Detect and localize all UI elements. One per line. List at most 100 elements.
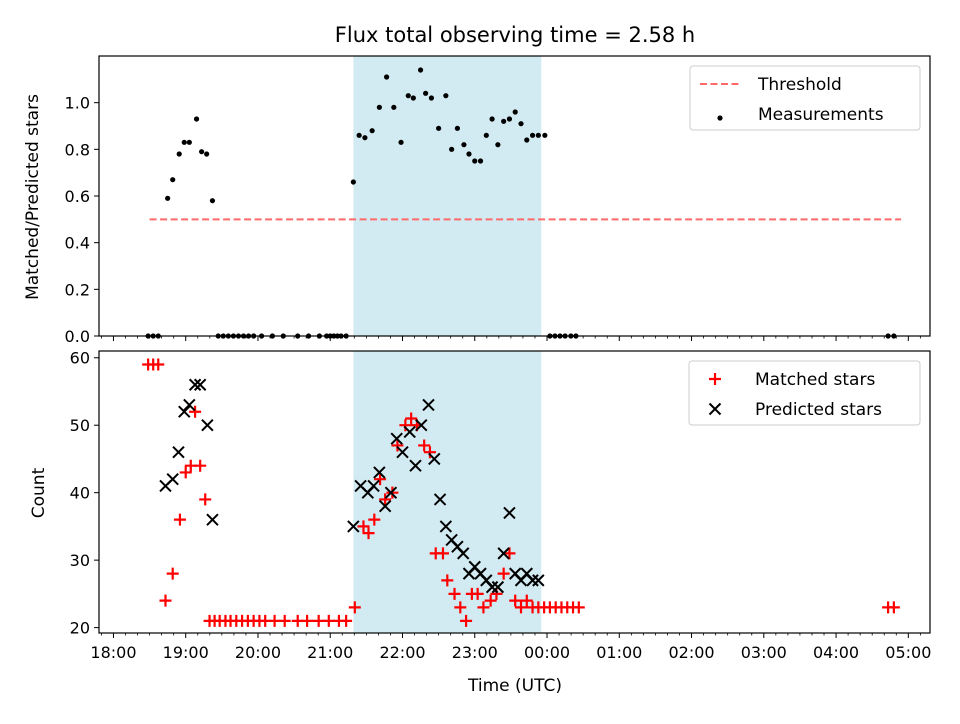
predicted-stars-point bbox=[193, 378, 207, 391]
measurement-point bbox=[170, 177, 176, 183]
measurement-point bbox=[176, 151, 182, 157]
measurement-point bbox=[466, 151, 472, 157]
matched-stars-point bbox=[199, 493, 212, 506]
matched-stars-point bbox=[379, 493, 392, 506]
x-axis-label: Time (UTC) bbox=[467, 676, 562, 696]
matched-stars-point bbox=[362, 527, 375, 540]
predicted-stars-point bbox=[367, 479, 380, 493]
measurement-point bbox=[512, 109, 518, 115]
legend-label: Measurements bbox=[758, 105, 884, 125]
matched-stars-point bbox=[386, 486, 399, 499]
predicted-stars-point bbox=[188, 378, 202, 391]
matched-stars-point bbox=[340, 614, 353, 627]
bottom-y-axis-label: Count bbox=[29, 467, 49, 518]
x-tick-label: 20:00 bbox=[235, 643, 281, 662]
x-tick-label: 18:00 bbox=[90, 643, 136, 662]
predicted-stars-point bbox=[390, 432, 403, 445]
matched-stars-point bbox=[322, 614, 335, 627]
top-y-axis-label: Matched/Predicted stars bbox=[23, 94, 43, 300]
chart-title: Flux total observing time = 2.58 h bbox=[335, 23, 695, 47]
matched-stars-point bbox=[509, 594, 522, 607]
y-tick-label: 60 bbox=[70, 349, 90, 368]
predicted-stars-point bbox=[497, 547, 510, 560]
matched-stars-point bbox=[436, 547, 449, 560]
measurement-point bbox=[501, 118, 507, 124]
measurement-point bbox=[417, 67, 424, 73]
measurement-point bbox=[186, 139, 192, 145]
measurement-point bbox=[489, 116, 495, 122]
observing-window-shade bbox=[353, 351, 542, 633]
predicted-stars-point bbox=[491, 580, 505, 594]
matched-stars-point bbox=[484, 594, 497, 607]
measurement-point bbox=[391, 104, 397, 110]
predicted-stars-point bbox=[422, 398, 435, 412]
matched-stars-point bbox=[515, 601, 528, 614]
measurement-point bbox=[356, 132, 362, 138]
matched-stars-point bbox=[441, 574, 454, 587]
predicted-stars-point bbox=[378, 499, 392, 513]
measurement-point bbox=[506, 116, 513, 122]
predicted-stars-point bbox=[409, 459, 422, 472]
matched-stars-point bbox=[173, 513, 186, 526]
y-tick-label: 0.0 bbox=[65, 327, 90, 346]
measurement-point bbox=[376, 104, 382, 110]
x-tick-label: 04:00 bbox=[813, 643, 859, 662]
observing-window-shade bbox=[353, 56, 542, 336]
measurement-point bbox=[209, 198, 216, 204]
measurement-point bbox=[165, 195, 171, 201]
top-legend: Threshold Measurements bbox=[689, 65, 921, 131]
matched-stars-point bbox=[423, 446, 436, 459]
predicted-stars-point bbox=[439, 520, 453, 533]
matched-stars-point bbox=[268, 614, 281, 627]
y-tick-label: 0.2 bbox=[65, 280, 90, 299]
measurement-point bbox=[495, 142, 501, 148]
measurement-point bbox=[350, 179, 356, 185]
matched-stars-point bbox=[166, 567, 179, 580]
legend-box bbox=[688, 360, 921, 426]
matched-stars-point bbox=[471, 587, 484, 600]
matched-stars-point bbox=[520, 594, 533, 607]
top-axes-frame bbox=[98, 55, 931, 337]
predicted-stars-point bbox=[373, 466, 386, 479]
matched-stars-point bbox=[477, 601, 490, 614]
measurement-point bbox=[436, 125, 442, 131]
measurement-point bbox=[383, 74, 390, 80]
legend-predicted-swatch bbox=[708, 402, 722, 416]
measurement-point bbox=[483, 132, 489, 138]
x-tick-label: 03:00 bbox=[741, 643, 787, 662]
predicted-stars-point bbox=[384, 486, 398, 499]
predicted-stars-point bbox=[485, 580, 499, 594]
ratio-panel: 0.0 0.2 0.4 0.6 0.8 1.0 Threshold Measurements bbox=[65, 55, 931, 346]
matched-stars-point bbox=[460, 614, 473, 627]
matched-stars-point bbox=[194, 459, 207, 472]
y-tick-label: 20 bbox=[70, 619, 90, 638]
x-tick-label: 05:00 bbox=[885, 643, 931, 662]
y-tick-label: 40 bbox=[70, 484, 90, 503]
measurement-point bbox=[193, 116, 200, 122]
measurement-point bbox=[443, 93, 449, 99]
bottom-legend: Matched stars Predicted stars bbox=[688, 360, 921, 426]
matched-stars-point bbox=[312, 614, 325, 627]
measurement-point bbox=[454, 125, 461, 131]
measurement-point bbox=[204, 151, 210, 157]
y-tick-label: 0.6 bbox=[65, 187, 90, 206]
y-tick-label: 30 bbox=[70, 551, 90, 570]
predicted-stars-point bbox=[178, 405, 191, 418]
measurement-point bbox=[181, 139, 187, 145]
matched-stars-point bbox=[454, 601, 467, 614]
y-tick-label: 1.0 bbox=[65, 94, 90, 113]
predicted-stars-point bbox=[456, 547, 470, 560]
predicted-stars-point bbox=[347, 520, 360, 533]
bottom-axes-frame bbox=[98, 350, 931, 634]
measurement-point bbox=[410, 95, 416, 101]
measurement-point bbox=[362, 135, 368, 141]
matched-stars-point bbox=[189, 405, 202, 418]
predicted-stars-point bbox=[415, 419, 428, 432]
matched-stars-point bbox=[374, 473, 387, 486]
legend-box bbox=[689, 65, 921, 131]
count-panel: 20 30 40 50 60 18:00 19:00 20:00 21:00 22:00 23:00… bbox=[70, 349, 932, 662]
predicted-stars-point bbox=[428, 452, 441, 466]
y-tick-label: 0.8 bbox=[65, 140, 90, 159]
x-tick-label: 23:00 bbox=[452, 643, 498, 662]
